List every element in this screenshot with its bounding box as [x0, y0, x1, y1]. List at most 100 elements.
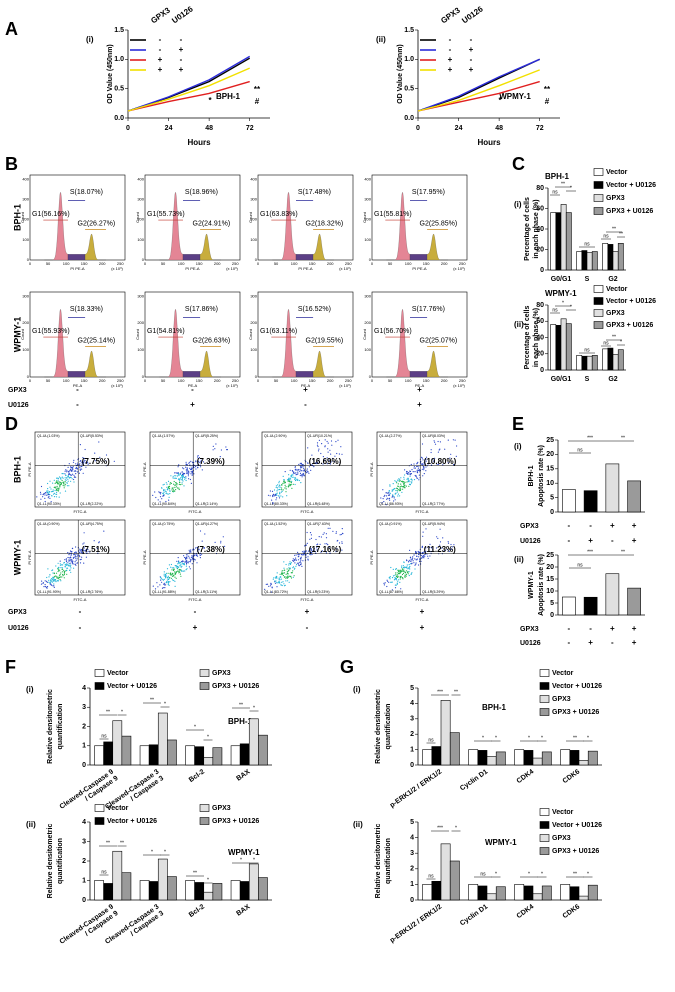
event-dot	[46, 494, 48, 496]
x-tick-label: 100	[63, 261, 70, 266]
event-dot	[283, 561, 285, 563]
event-dot	[306, 472, 308, 474]
histogram-area	[409, 254, 428, 261]
event-dot	[417, 467, 419, 469]
event-dot	[47, 482, 49, 485]
event-dot	[310, 549, 312, 551]
quadrant-label: Q1-LR(2.22%)	[80, 502, 103, 506]
event-dot	[286, 577, 289, 579]
x-tick-label: G2	[608, 376, 617, 383]
y-axis-label: quantification	[57, 838, 64, 884]
y-tick-label: 200	[22, 320, 29, 325]
event-dot	[320, 536, 322, 538]
event-dot	[287, 478, 289, 481]
event-dot	[60, 567, 62, 569]
event-dot	[295, 565, 297, 567]
event-dot	[285, 577, 287, 579]
bar	[560, 749, 571, 766]
event-dot	[315, 552, 317, 554]
event-dot	[175, 486, 178, 488]
x-tick-label: 0	[144, 378, 147, 383]
event-dot	[191, 474, 193, 476]
bar	[602, 243, 609, 271]
event-dot	[163, 494, 165, 496]
event-dot	[292, 470, 294, 472]
event-dot	[290, 478, 292, 480]
event-dot	[327, 442, 329, 444]
panel-letter: C	[512, 154, 525, 174]
y-tick-label: 1	[82, 743, 86, 750]
event-dot	[281, 484, 283, 486]
event-dot	[181, 570, 183, 572]
event-dot	[392, 495, 394, 497]
event-dot	[75, 476, 77, 478]
event-dot	[409, 557, 412, 559]
event-dot	[396, 582, 398, 584]
event-dot	[449, 457, 451, 459]
event-dot	[421, 457, 423, 459]
event-dot	[336, 452, 338, 455]
condition-sign: +	[588, 536, 593, 545]
category-label: p-ERK1/2 / ERK1/2	[389, 903, 443, 944]
legend-label: GPX3 + U0126	[606, 208, 653, 215]
x-tick-label: 0	[126, 125, 130, 132]
event-dot	[65, 477, 67, 479]
event-dot	[79, 463, 81, 465]
event-dot	[437, 537, 439, 540]
event-dot	[335, 441, 337, 443]
event-dot	[400, 588, 402, 590]
event-dot	[396, 575, 398, 577]
event-dot	[341, 453, 343, 455]
x-tick-label: 48	[205, 125, 213, 132]
event-dot	[44, 492, 47, 494]
bar	[94, 880, 104, 901]
event-dot	[78, 472, 80, 474]
event-dot	[388, 491, 390, 493]
event-dot	[65, 570, 67, 572]
event-dot	[446, 549, 448, 551]
event-dot	[408, 570, 410, 573]
event-dot	[298, 463, 300, 466]
event-dot	[388, 492, 390, 494]
bar	[239, 881, 250, 901]
event-dot	[70, 467, 72, 469]
bar	[185, 880, 195, 901]
event-dot	[50, 579, 52, 582]
event-dot	[57, 562, 59, 564]
event-dot	[292, 476, 294, 478]
event-dot	[81, 461, 83, 463]
event-dot	[300, 474, 302, 476]
y-tick-label: 0	[255, 374, 258, 379]
event-dot	[170, 572, 172, 574]
legend-swatch	[539, 695, 550, 703]
event-dot	[300, 462, 303, 464]
event-dot	[329, 552, 331, 554]
event-dot	[276, 487, 279, 489]
event-dot	[420, 554, 422, 557]
event-dot	[391, 490, 393, 492]
event-dot	[220, 540, 222, 542]
y-tick-label: 0.0	[114, 115, 124, 122]
panel-sub-label: (i)	[514, 442, 522, 451]
legend-label: GPX3 + U0126	[552, 848, 599, 855]
quadrant-label: Q1-UL(0.75%)	[152, 522, 175, 526]
event-dot	[409, 475, 411, 477]
event-dot	[63, 569, 65, 571]
event-dot	[425, 547, 427, 549]
event-dot	[170, 482, 172, 484]
event-dot	[310, 548, 312, 550]
significance-label: **	[106, 840, 110, 846]
event-dot	[387, 580, 389, 582]
event-dot	[179, 481, 181, 483]
event-dot	[84, 462, 86, 464]
event-dot	[105, 454, 108, 456]
event-dot	[399, 581, 401, 584]
event-dot	[402, 578, 404, 580]
event-dot	[422, 475, 424, 477]
event-dot	[73, 567, 75, 569]
condition-sign: +	[420, 623, 425, 632]
event-dot	[53, 585, 55, 587]
event-dot	[50, 578, 53, 580]
bar	[495, 751, 506, 766]
event-dot	[321, 550, 323, 552]
